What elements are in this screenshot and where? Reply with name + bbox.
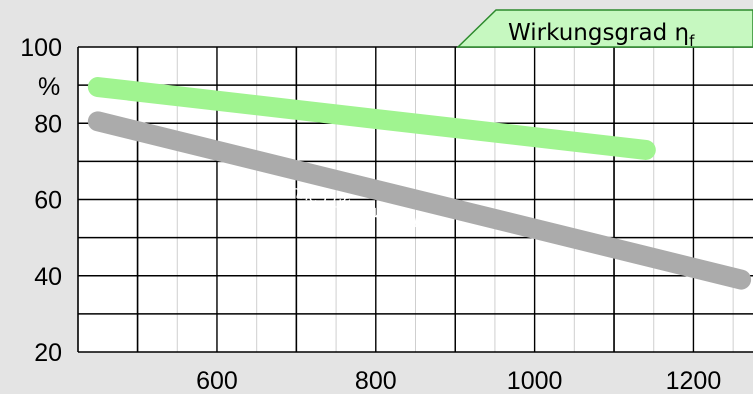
series-lines	[87, 77, 752, 290]
y-tick-label-60: 60	[34, 187, 62, 215]
series-line-1	[87, 77, 656, 160]
y-tick-label-80: 80	[34, 110, 62, 138]
y-tick-label-40: 40	[34, 263, 62, 291]
tick-labels: 20 40 60 80 100 600 800 1000 1200	[20, 34, 721, 394]
chart-title-subscript: f	[689, 32, 695, 50]
y-axis-unit-label: %	[38, 73, 60, 101]
title-tab	[456, 9, 753, 48]
chart-title: Wirkungsgrad ηf	[456, 9, 753, 50]
x-tick-label-800: 800	[355, 367, 397, 394]
svg-text:Wirkungsgrad ηf: Wirkungsgrad ηf	[508, 20, 695, 50]
x-tick-label-1200: 1200	[666, 367, 722, 394]
y-tick-label-20: 20	[34, 339, 62, 367]
series-line-2	[87, 111, 752, 290]
chart-title-text: Wirkungsgrad η	[508, 20, 689, 46]
x-tick-label-600: 600	[196, 367, 238, 394]
y-tick-label-100: 100	[20, 34, 62, 62]
x-tick-label-1000: 1000	[507, 367, 563, 394]
